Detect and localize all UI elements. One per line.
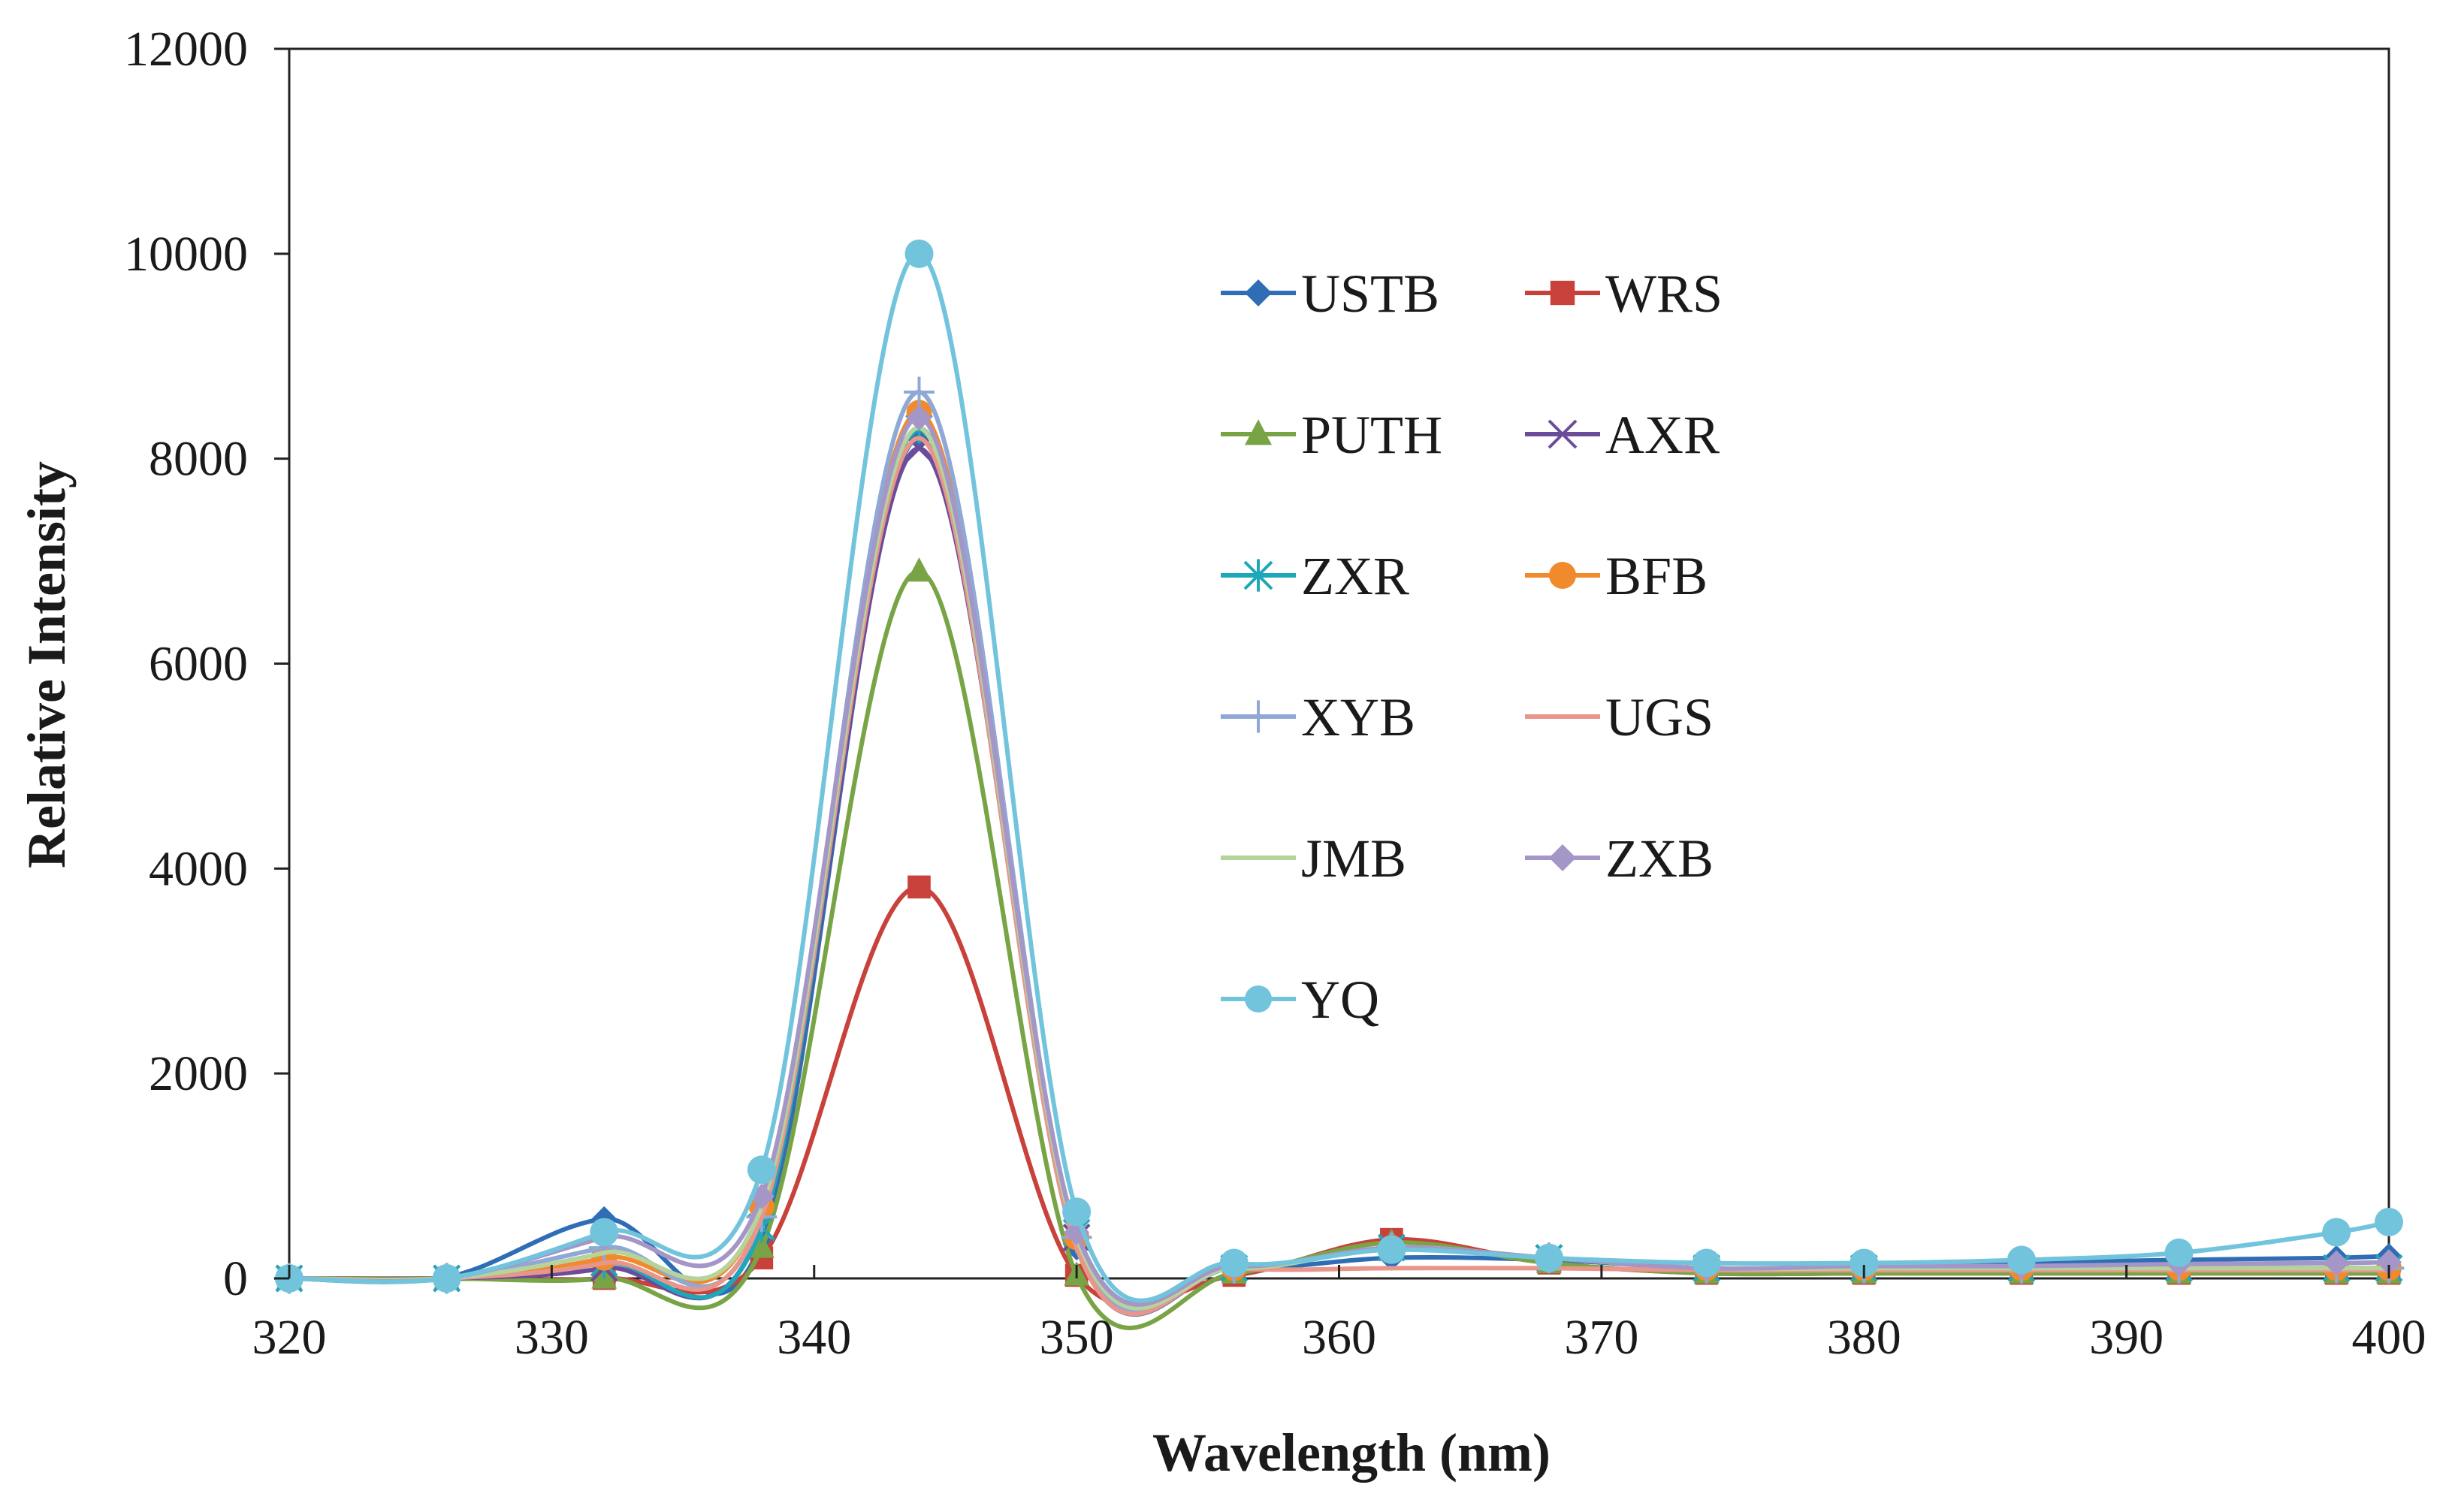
legend-item-ustb: USTB xyxy=(1221,264,1439,324)
data-point-zxb xyxy=(2376,1249,2402,1275)
data-point-yq xyxy=(432,1264,461,1293)
legend-label-puth: PUTH xyxy=(1301,405,1442,465)
legend: USTB WRS PUTH AXR ZXR BFB XYB UGS JMB ZXB YQ xyxy=(1221,264,1723,1030)
legend-label-axr: AXR xyxy=(1605,405,1720,465)
x-tick-label: 320 xyxy=(252,1310,327,1365)
legend-item-puth: PUTH xyxy=(1221,405,1442,465)
y-tick-label: 10000 xyxy=(124,227,248,282)
data-point-yq xyxy=(1850,1248,1879,1278)
x-tick-label: 400 xyxy=(2352,1310,2426,1365)
data-point-zxb xyxy=(906,405,932,431)
axes-layer: 320 330 340 350 360 370 380 390 4000200040006000… xyxy=(124,22,2426,1365)
legend-label-xyb: XYB xyxy=(1301,687,1415,747)
legend-item-zxb: ZXB xyxy=(1525,828,1714,889)
data-point-yq xyxy=(1692,1248,1721,1278)
data-point-yq xyxy=(1219,1248,1249,1278)
legend-marker-zxr xyxy=(1243,559,1273,592)
data-point-yq xyxy=(2322,1218,2351,1247)
legend-item-xyb: XYB xyxy=(1221,687,1415,747)
legend-label-zxb: ZXB xyxy=(1605,828,1714,889)
y-tick-label: 4000 xyxy=(149,841,248,896)
legend-marker-axr xyxy=(1548,419,1578,449)
legend-label-wrs: WRS xyxy=(1605,264,1723,324)
legend-item-bfb: BFB xyxy=(1525,546,1708,606)
y-tick-label: 8000 xyxy=(149,432,248,487)
legend-label-yq: YQ xyxy=(1301,970,1379,1030)
plot-area xyxy=(288,47,2390,1280)
legend-item-yq: YQ xyxy=(1221,970,1379,1030)
data-point-yq xyxy=(747,1155,776,1185)
x-tick-label: 390 xyxy=(2089,1310,2164,1365)
legend-label-ustb: USTB xyxy=(1301,264,1439,324)
data-point-zxb xyxy=(2324,1250,2350,1276)
legend-marker-xyb xyxy=(1242,700,1275,733)
legend-item-zxr: ZXR xyxy=(1221,546,1409,606)
data-point-wrs xyxy=(907,875,931,899)
data-point-xyb xyxy=(904,376,935,408)
plot-border xyxy=(288,47,2390,1280)
legend-label-zxr: ZXR xyxy=(1301,546,1409,606)
y-tick-label: 2000 xyxy=(149,1046,248,1101)
legend-marker-bfb xyxy=(1549,562,1576,589)
y-tick-label: 6000 xyxy=(149,637,248,692)
data-point-yq xyxy=(590,1218,619,1247)
series-yq xyxy=(275,239,2403,1303)
data-point-yq xyxy=(1535,1243,1563,1272)
legend-marker-axr-stroke xyxy=(1548,419,1578,449)
y-tick-label: 0 xyxy=(223,1251,248,1306)
series-layer xyxy=(273,239,2405,1331)
legend-item-wrs: WRS xyxy=(1525,264,1723,324)
data-point-puth xyxy=(906,557,932,582)
data-point-puth xyxy=(748,1233,775,1258)
legend-item-ugs: UGS xyxy=(1525,687,1714,747)
legend-marker-puth xyxy=(1245,419,1272,445)
x-tick-label: 360 xyxy=(1302,1310,1376,1365)
legend-label-ugs: UGS xyxy=(1605,687,1714,747)
series-line-yq xyxy=(288,251,2390,1303)
legend-label-bfb: BFB xyxy=(1605,546,1708,606)
series-puth xyxy=(276,557,2402,1331)
legend-item-axr: AXR xyxy=(1525,405,1720,465)
x-tick-label: 370 xyxy=(1564,1310,1638,1365)
x-axis-title: Wavelength (nm) xyxy=(1152,1423,1551,1483)
data-point-yq xyxy=(2375,1207,2403,1236)
y-tick-label: 12000 xyxy=(124,22,248,77)
data-point-yq xyxy=(2164,1238,2194,1267)
x-tick-label: 340 xyxy=(777,1310,851,1365)
legend-marker-zxb xyxy=(1549,844,1576,871)
legend-marker-ustb xyxy=(1245,279,1272,306)
data-point-yq xyxy=(904,239,934,268)
legend-marker-wrs xyxy=(1550,280,1575,306)
x-tick-label: 350 xyxy=(1040,1310,1114,1365)
x-tick-label: 330 xyxy=(515,1310,589,1365)
x-tick-label: 380 xyxy=(1827,1310,1901,1365)
data-point-yq xyxy=(1377,1235,1406,1264)
legend-label-jmb: JMB xyxy=(1301,828,1406,889)
data-point-yq xyxy=(1062,1197,1092,1227)
data-point-axr-stroke xyxy=(905,434,933,463)
data-point-yq xyxy=(2007,1245,2036,1275)
y-axis-title: Relative Intensity xyxy=(17,461,77,868)
legend-marker-yq xyxy=(1245,985,1272,1013)
legend-item-jmb: JMB xyxy=(1221,828,1406,889)
